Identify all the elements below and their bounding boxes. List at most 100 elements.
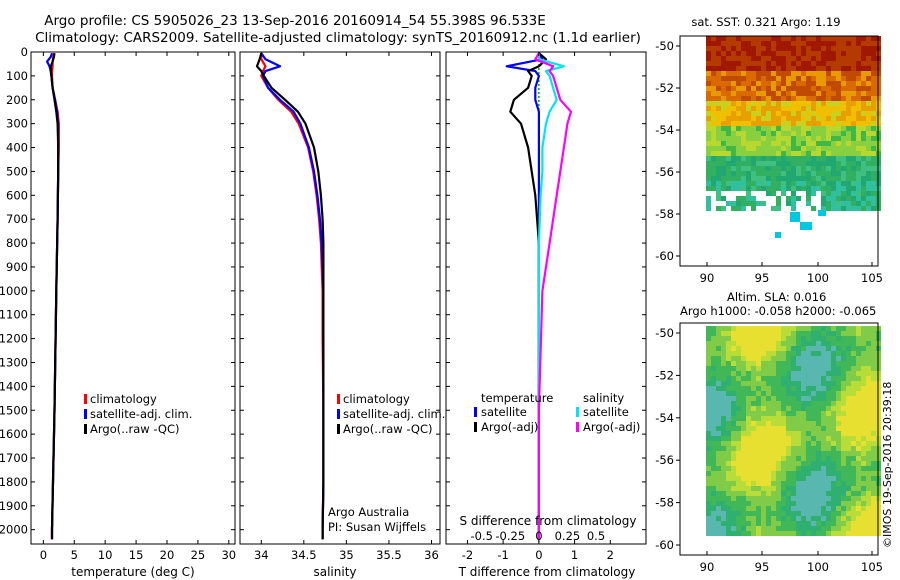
sla-cell bbox=[781, 371, 786, 376]
sla-cell bbox=[756, 461, 761, 466]
sst-cell bbox=[811, 71, 816, 76]
sla-cell bbox=[836, 491, 841, 496]
sst-cell bbox=[861, 76, 866, 81]
depth-tick-label: 1200 bbox=[0, 332, 28, 346]
sst-cell bbox=[866, 61, 871, 66]
sst-cell bbox=[811, 56, 816, 61]
depth-tick-label: 400 bbox=[6, 141, 28, 155]
sla-cell bbox=[811, 336, 816, 341]
sla-cell bbox=[821, 381, 826, 386]
sla-cell bbox=[706, 371, 711, 376]
sst-cell bbox=[866, 46, 871, 51]
sst-cell bbox=[761, 141, 766, 146]
sla-cell bbox=[821, 466, 826, 471]
sst-cell bbox=[826, 76, 831, 81]
sst-cell bbox=[756, 176, 761, 181]
sst-cell bbox=[796, 111, 801, 116]
sst-cell bbox=[871, 111, 876, 116]
sst-cell bbox=[801, 76, 806, 81]
sla-cell bbox=[756, 421, 761, 426]
sst-cell bbox=[761, 96, 766, 101]
sst-cell bbox=[821, 196, 826, 201]
sst-cell bbox=[851, 81, 856, 86]
sla-map-title-line2: Argo h1000: -0.058 h2000: -0.065 bbox=[680, 304, 876, 318]
sla-cell bbox=[796, 411, 801, 416]
sst-cell bbox=[776, 156, 781, 161]
sla-cell bbox=[781, 406, 786, 411]
sst-cell bbox=[741, 51, 746, 56]
sst-cell bbox=[826, 36, 831, 41]
sla-cell bbox=[821, 501, 826, 506]
sla-cell bbox=[711, 341, 716, 346]
sla-cell bbox=[826, 396, 831, 401]
sla-cell bbox=[856, 391, 861, 396]
sla-cell bbox=[811, 511, 816, 516]
sla-cell bbox=[756, 326, 761, 331]
sla-cell bbox=[761, 366, 766, 371]
sst-cell bbox=[751, 91, 756, 96]
sst-cell bbox=[796, 176, 801, 181]
sla-cell bbox=[731, 361, 736, 366]
sst-cell bbox=[836, 176, 841, 181]
sla-cell bbox=[721, 511, 726, 516]
legend-swatch-t-satellite bbox=[474, 407, 477, 417]
sst-cell bbox=[796, 161, 801, 166]
sla-cell bbox=[811, 406, 816, 411]
sst-cell bbox=[771, 41, 776, 46]
sst-cell bbox=[818, 210, 826, 216]
sla-cell bbox=[706, 406, 711, 411]
sst-cell bbox=[776, 81, 781, 86]
sla-cell bbox=[806, 471, 811, 476]
sla-cell bbox=[761, 471, 766, 476]
sla-cell bbox=[766, 436, 771, 441]
sla-cell bbox=[726, 491, 731, 496]
sst-cell bbox=[851, 66, 856, 71]
sst-cell bbox=[751, 81, 756, 86]
sla-cell bbox=[771, 326, 776, 331]
sla-cell bbox=[706, 351, 711, 356]
sla-cell bbox=[866, 511, 871, 516]
sst-cell bbox=[746, 111, 751, 116]
sst-cell bbox=[821, 61, 826, 66]
sst-cell bbox=[821, 106, 826, 111]
sst-cell bbox=[846, 96, 851, 101]
sla-cell bbox=[756, 506, 761, 511]
sla-cell bbox=[831, 496, 836, 501]
sst-cell bbox=[851, 41, 856, 46]
sla-cell bbox=[761, 466, 766, 471]
sla-cell bbox=[871, 466, 876, 471]
sla-cell bbox=[756, 496, 761, 501]
sst-cell bbox=[856, 196, 861, 201]
sla-cell bbox=[856, 431, 861, 436]
sst-cell bbox=[716, 101, 721, 106]
sst-cell bbox=[721, 186, 726, 191]
sst-cell bbox=[776, 91, 781, 96]
sst-cell bbox=[776, 56, 781, 61]
sst-cell bbox=[711, 166, 716, 171]
sst-cell bbox=[721, 146, 726, 151]
sst-cell bbox=[826, 161, 831, 166]
sst-cell bbox=[826, 56, 831, 61]
sst-cell bbox=[801, 66, 806, 71]
sla-cell bbox=[801, 426, 806, 431]
sla-cell bbox=[706, 356, 711, 361]
sla-cell bbox=[766, 326, 771, 331]
sla-cell bbox=[751, 431, 756, 436]
sla-cell bbox=[746, 406, 751, 411]
sla-cell bbox=[746, 471, 751, 476]
sla-cell bbox=[821, 446, 826, 451]
sst-cell bbox=[761, 186, 766, 191]
sst-cell bbox=[806, 76, 811, 81]
sst-cell bbox=[731, 56, 736, 61]
sla-cell bbox=[736, 436, 741, 441]
sla-cell bbox=[746, 341, 751, 346]
sla-cell bbox=[721, 396, 726, 401]
sst-cell bbox=[781, 76, 786, 81]
sla-cell bbox=[781, 531, 786, 536]
sst-cell bbox=[816, 36, 821, 41]
sla-cell bbox=[766, 406, 771, 411]
sst-cell bbox=[726, 71, 731, 76]
sst-cell bbox=[826, 186, 831, 191]
sst-cell bbox=[816, 46, 821, 51]
sla-cell bbox=[751, 371, 756, 376]
